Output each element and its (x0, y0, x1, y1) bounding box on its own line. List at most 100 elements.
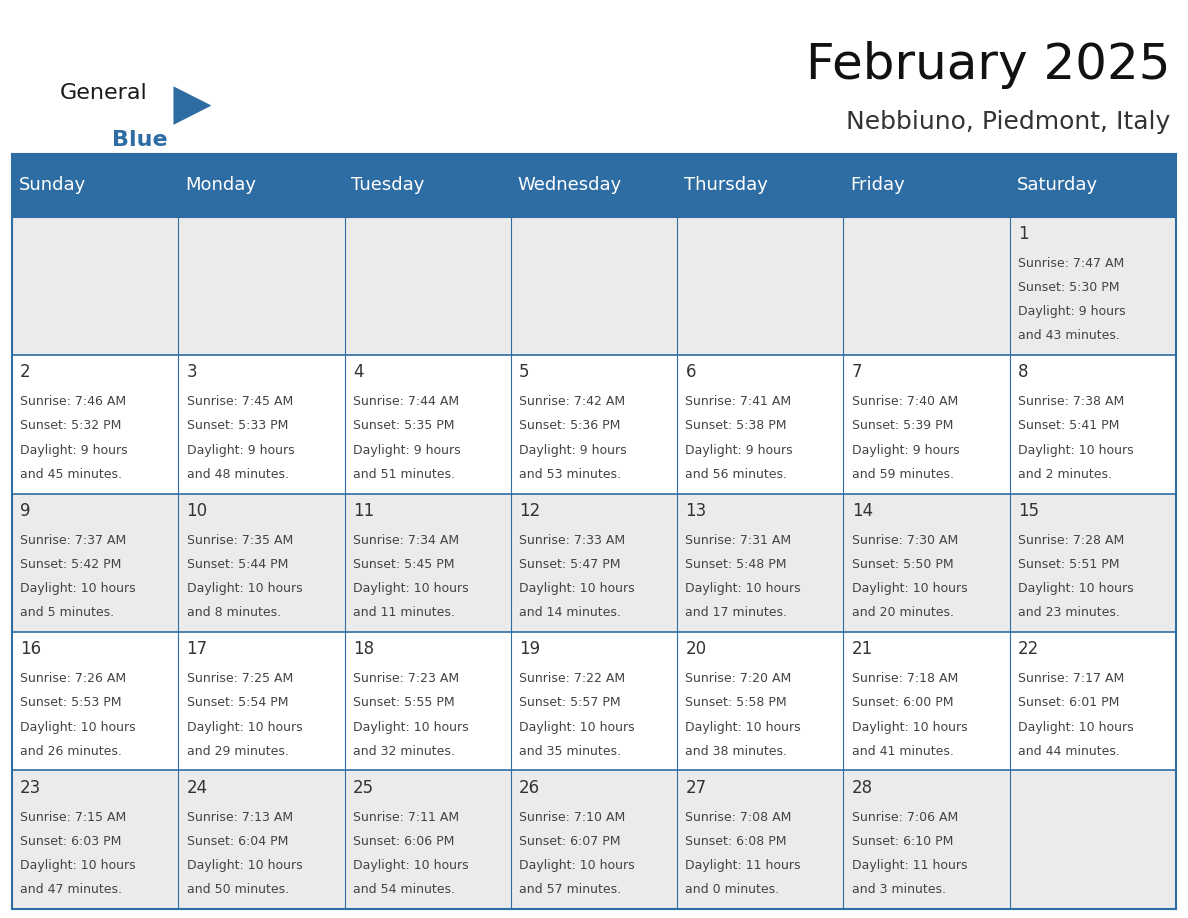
Text: 8: 8 (1018, 364, 1029, 381)
Text: 6: 6 (685, 364, 696, 381)
Text: Nebbiuno, Piedmont, Italy: Nebbiuno, Piedmont, Italy (846, 110, 1170, 134)
Text: Tuesday: Tuesday (352, 176, 424, 195)
Bar (12, 770, 178, 909)
Bar (677, 494, 843, 632)
Text: Sunrise: 7:11 AM: Sunrise: 7:11 AM (353, 811, 459, 823)
Text: 18: 18 (353, 640, 374, 658)
Bar (345, 355, 511, 494)
Text: Sunrise: 7:26 AM: Sunrise: 7:26 AM (20, 672, 126, 685)
Text: Sunset: 5:57 PM: Sunset: 5:57 PM (519, 697, 621, 710)
Text: 2: 2 (20, 364, 31, 381)
Text: Sunset: 5:44 PM: Sunset: 5:44 PM (187, 558, 287, 571)
Text: Sunrise: 7:15 AM: Sunrise: 7:15 AM (20, 811, 126, 823)
Bar (843, 217, 1010, 355)
Bar (843, 494, 1010, 632)
Bar (345, 632, 511, 770)
Text: Daylight: 10 hours: Daylight: 10 hours (852, 582, 967, 595)
Text: Sunrise: 7:47 AM: Sunrise: 7:47 AM (1018, 257, 1124, 270)
Text: Sunrise: 7:23 AM: Sunrise: 7:23 AM (353, 672, 459, 685)
Bar (1010, 770, 1176, 909)
Text: Sunset: 6:04 PM: Sunset: 6:04 PM (187, 834, 287, 847)
Text: 13: 13 (685, 502, 707, 520)
Text: Sunrise: 7:34 AM: Sunrise: 7:34 AM (353, 533, 459, 546)
Text: Daylight: 9 hours: Daylight: 9 hours (20, 443, 128, 456)
Text: 12: 12 (519, 502, 541, 520)
Text: 27: 27 (685, 778, 707, 797)
Bar (677, 154, 843, 217)
Bar (1010, 355, 1176, 494)
Text: Sunset: 5:30 PM: Sunset: 5:30 PM (1018, 281, 1119, 294)
Text: Sunset: 5:35 PM: Sunset: 5:35 PM (353, 420, 454, 432)
Text: Sunrise: 7:06 AM: Sunrise: 7:06 AM (852, 811, 958, 823)
Text: Daylight: 10 hours: Daylight: 10 hours (187, 582, 302, 595)
Text: Sunset: 6:06 PM: Sunset: 6:06 PM (353, 834, 454, 847)
Text: and 3 minutes.: and 3 minutes. (852, 883, 946, 896)
Text: Sunrise: 7:22 AM: Sunrise: 7:22 AM (519, 672, 625, 685)
Text: 19: 19 (519, 640, 541, 658)
Text: Daylight: 10 hours: Daylight: 10 hours (685, 582, 801, 595)
Text: Sunrise: 7:20 AM: Sunrise: 7:20 AM (685, 672, 791, 685)
Text: 26: 26 (519, 778, 541, 797)
Bar (677, 355, 843, 494)
Bar (843, 632, 1010, 770)
Text: Sunset: 5:47 PM: Sunset: 5:47 PM (519, 558, 620, 571)
Text: Sunset: 5:53 PM: Sunset: 5:53 PM (20, 697, 121, 710)
Text: and 50 minutes.: and 50 minutes. (187, 883, 289, 896)
Text: Sunset: 5:48 PM: Sunset: 5:48 PM (685, 558, 786, 571)
Text: 11: 11 (353, 502, 374, 520)
Text: and 17 minutes.: and 17 minutes. (685, 607, 788, 620)
Text: Daylight: 9 hours: Daylight: 9 hours (1018, 306, 1126, 319)
Text: and 51 minutes.: and 51 minutes. (353, 468, 455, 481)
Text: Daylight: 10 hours: Daylight: 10 hours (1018, 721, 1133, 733)
Text: and 14 minutes.: and 14 minutes. (519, 607, 621, 620)
Text: Sunset: 6:08 PM: Sunset: 6:08 PM (685, 834, 786, 847)
Text: Sunset: 5:39 PM: Sunset: 5:39 PM (852, 420, 953, 432)
Bar (677, 770, 843, 909)
Bar (345, 154, 511, 217)
Text: and 23 minutes.: and 23 minutes. (1018, 607, 1120, 620)
Text: and 35 minutes.: and 35 minutes. (519, 744, 621, 757)
Bar (178, 632, 345, 770)
Text: 9: 9 (20, 502, 31, 520)
Text: Sunrise: 7:46 AM: Sunrise: 7:46 AM (20, 396, 126, 409)
Bar (345, 217, 511, 355)
Text: and 44 minutes.: and 44 minutes. (1018, 744, 1120, 757)
Text: 24: 24 (187, 778, 208, 797)
Text: and 59 minutes.: and 59 minutes. (852, 468, 954, 481)
Bar (12, 154, 178, 217)
Text: Sunset: 5:54 PM: Sunset: 5:54 PM (187, 697, 287, 710)
Text: Daylight: 11 hours: Daylight: 11 hours (685, 859, 801, 872)
Text: Sunrise: 7:25 AM: Sunrise: 7:25 AM (187, 672, 292, 685)
Text: Sunrise: 7:40 AM: Sunrise: 7:40 AM (852, 396, 958, 409)
Text: Sunrise: 7:44 AM: Sunrise: 7:44 AM (353, 396, 459, 409)
Text: Daylight: 9 hours: Daylight: 9 hours (852, 443, 960, 456)
Bar (12, 355, 178, 494)
Text: Daylight: 10 hours: Daylight: 10 hours (353, 859, 468, 872)
Text: Sunrise: 7:38 AM: Sunrise: 7:38 AM (1018, 396, 1124, 409)
Text: Sunset: 5:42 PM: Sunset: 5:42 PM (20, 558, 121, 571)
Text: Sunrise: 7:30 AM: Sunrise: 7:30 AM (852, 533, 958, 546)
Text: 20: 20 (685, 640, 707, 658)
Text: and 11 minutes.: and 11 minutes. (353, 607, 455, 620)
Text: Blue: Blue (112, 130, 168, 151)
Text: Sunday: Sunday (19, 176, 86, 195)
Text: and 26 minutes.: and 26 minutes. (20, 744, 122, 757)
Text: Daylight: 9 hours: Daylight: 9 hours (685, 443, 794, 456)
Text: Friday: Friday (851, 176, 905, 195)
Text: Sunrise: 7:18 AM: Sunrise: 7:18 AM (852, 672, 958, 685)
Text: Wednesday: Wednesday (518, 176, 621, 195)
Bar (843, 355, 1010, 494)
Bar (1010, 154, 1176, 217)
Text: 22: 22 (1018, 640, 1040, 658)
Text: and 43 minutes.: and 43 minutes. (1018, 330, 1120, 342)
Text: Sunrise: 7:35 AM: Sunrise: 7:35 AM (187, 533, 292, 546)
Text: Sunrise: 7:13 AM: Sunrise: 7:13 AM (187, 811, 292, 823)
Text: General: General (59, 83, 147, 103)
Text: Daylight: 10 hours: Daylight: 10 hours (353, 721, 468, 733)
Text: and 29 minutes.: and 29 minutes. (187, 744, 289, 757)
Text: Daylight: 10 hours: Daylight: 10 hours (20, 582, 135, 595)
Text: 16: 16 (20, 640, 42, 658)
Text: Sunrise: 7:17 AM: Sunrise: 7:17 AM (1018, 672, 1124, 685)
Text: Daylight: 10 hours: Daylight: 10 hours (187, 721, 302, 733)
Text: 5: 5 (519, 364, 530, 381)
